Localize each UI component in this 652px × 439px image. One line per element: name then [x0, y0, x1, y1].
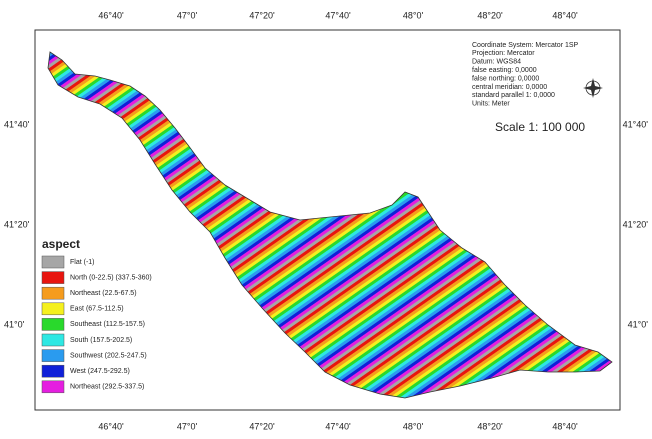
x-label-bottom: 48°20' — [477, 421, 503, 431]
legend-swatch — [42, 334, 64, 346]
y-label-right: 41°40' — [623, 119, 649, 129]
x-label-top: 47°20' — [249, 10, 275, 20]
x-label-bottom: 47°0' — [177, 421, 198, 431]
legend-label: East (67.5-112.5) — [70, 306, 124, 313]
legend-swatch — [42, 303, 64, 315]
scale: Scale 1: 100 000 — [495, 120, 585, 134]
info-line: central meridian: 0,0000 — [472, 84, 547, 91]
legend-label: South (157.5-202.5) — [70, 337, 132, 344]
x-label-bottom: 47°40' — [325, 421, 351, 431]
info-line: false northing: 0,0000 — [472, 75, 539, 82]
legend-label: Southwest (202.5-247.5) — [70, 352, 147, 359]
legend-swatch — [42, 381, 64, 393]
legend-swatch — [42, 287, 64, 299]
legend-swatch — [42, 318, 64, 330]
x-label-top: 48°0' — [403, 10, 424, 20]
y-label-left: 41°40' — [4, 119, 30, 129]
x-label-top: 47°40' — [325, 10, 351, 20]
y-label-left: 41°20' — [4, 219, 30, 229]
x-label-bottom: 48°0' — [403, 421, 424, 431]
legend-label: North (0-22.5) (337.5-360) — [70, 274, 152, 281]
legend-label: Northeast (22.5-67.5) — [70, 290, 137, 297]
legend-swatch — [42, 365, 64, 377]
info-line: Projection: Mercator — [472, 50, 535, 57]
legend-label: Flat (-1) — [70, 259, 95, 266]
legend-label: Northeast (292.5-337.5) — [70, 384, 144, 391]
map: 46°40' 46°40' 47°0' 47°0' 47°20' 47°20' 47°40'… — [0, 0, 652, 439]
x-label-bottom: 47°20' — [249, 421, 275, 431]
legend-label: Southeast (112.5-157.5) — [70, 321, 145, 328]
x-label-bottom: 48°40' — [552, 421, 578, 431]
info-line: standard parallel 1: 0,0000 — [472, 92, 555, 99]
legend-swatch — [42, 350, 64, 362]
y-label-right: 41°20' — [623, 219, 649, 229]
legend-label: West (247.5-292.5) — [70, 368, 130, 375]
x-label-top: 48°40' — [552, 10, 578, 20]
legend-swatch — [42, 256, 64, 268]
x-label-bottom: 46°40' — [98, 421, 124, 431]
x-label-top: 48°20' — [477, 10, 503, 20]
legend-title: aspect — [42, 237, 80, 251]
info-line: Units: Meter — [472, 101, 510, 108]
y-label-left: 41°0' — [4, 319, 25, 329]
info-line: Coordinate System: Mercator 1SP — [472, 42, 579, 49]
info-line: Datum: WGS84 — [472, 59, 521, 66]
x-label-top: 47°0' — [177, 10, 198, 20]
y-label-right: 41°0' — [628, 319, 649, 329]
legend-swatch — [42, 272, 64, 284]
info-line: false easting: 0,0000 — [472, 67, 537, 74]
x-label-top: 46°40' — [98, 10, 124, 20]
